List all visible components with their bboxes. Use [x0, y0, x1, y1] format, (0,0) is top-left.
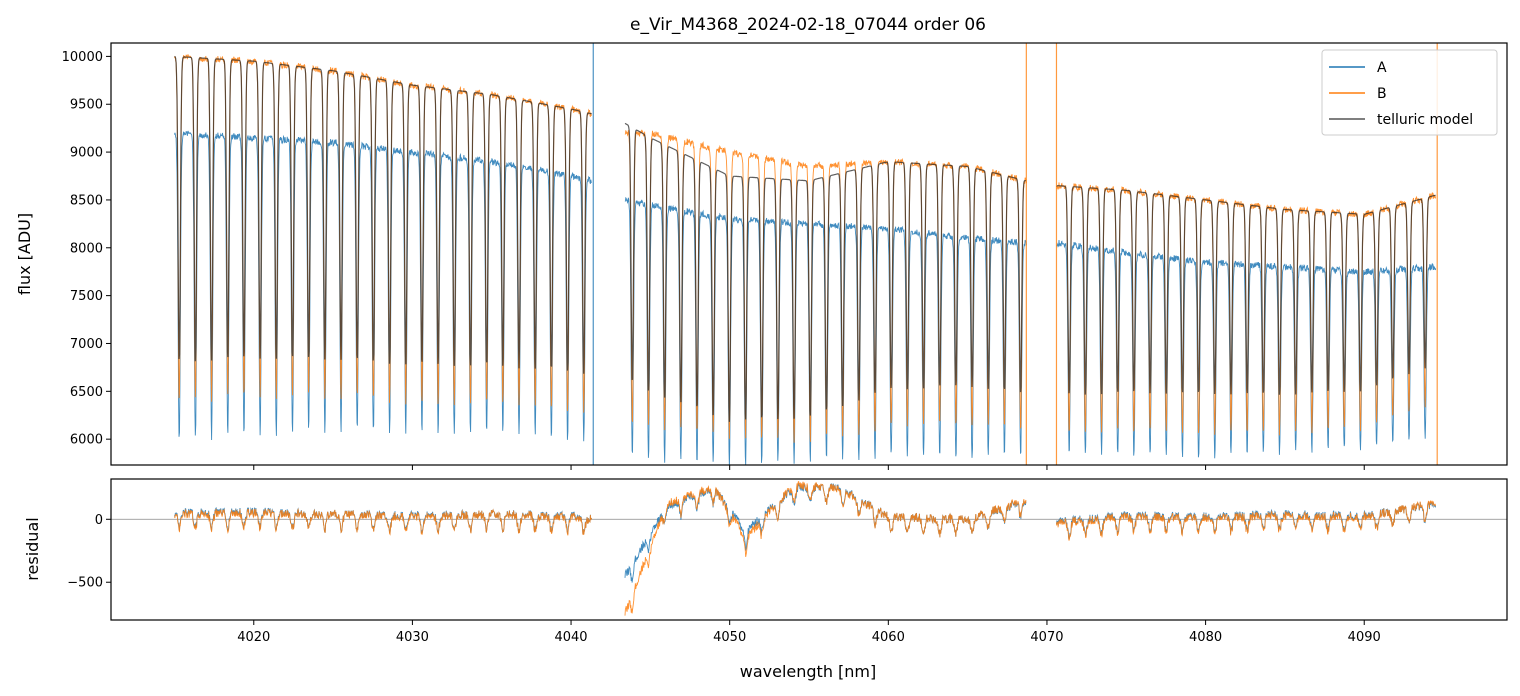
y-tick-label: 8500	[70, 193, 103, 208]
axes-frame	[110, 478, 1508, 621]
flux-panel: 6000 6500 7000 7500 8000 8500 9000 9500 10000 ABt…	[62, 42, 1508, 470]
y-tick-label: 7500	[70, 289, 103, 304]
series-B-line	[624, 481, 1027, 616]
y-axis-label-residual: residual	[23, 517, 42, 580]
series-A-line	[174, 130, 592, 442]
y-tick-label: 8000	[70, 241, 103, 256]
legend-label: A	[1377, 60, 1387, 76]
y-tick-label: −500	[67, 576, 103, 591]
x-tick-label: 4070	[1030, 630, 1063, 645]
y-tick-label: 9000	[70, 146, 103, 161]
x-tick-label: 4080	[1189, 630, 1222, 645]
x-axis-label: wavelength [nm]	[740, 662, 877, 681]
y-axis-label-flux: flux [ADU]	[15, 213, 34, 295]
series-telluric-model-line	[624, 122, 1027, 422]
y-tick-label: 7000	[70, 337, 103, 352]
x-tick-label: 4050	[713, 630, 746, 645]
y-tick-label: 10000	[62, 50, 103, 65]
series-B-line	[174, 54, 592, 413]
residual-panel: −500 0 4020 4030 4040 4050 4060 4070 4080 4090	[67, 478, 1508, 645]
axes-frame	[110, 42, 1508, 466]
y-tick-label: 6500	[70, 385, 103, 400]
chart-title: e_Vir_M4368_2024-02-18_07044 order 06	[630, 15, 986, 35]
x-tick-label: 4030	[396, 630, 429, 645]
legend-label: B	[1377, 86, 1387, 102]
series-B-line	[1056, 500, 1437, 541]
legend-label: telluric model	[1377, 112, 1473, 128]
series-telluric-model-line	[1055, 185, 1436, 395]
y-tick-label: 0	[95, 513, 103, 528]
series-B-line	[174, 507, 593, 536]
x-tick-label: 4020	[237, 630, 270, 645]
y-tick-label: 6000	[70, 433, 103, 448]
x-tick-label: 4040	[554, 630, 587, 645]
x-tick-label: 4090	[1348, 630, 1381, 645]
y-tick-label: 9500	[70, 98, 103, 113]
series-telluric-model-line	[174, 55, 592, 374]
x-tick-label: 4060	[872, 630, 905, 645]
legend-box	[1321, 49, 1498, 136]
